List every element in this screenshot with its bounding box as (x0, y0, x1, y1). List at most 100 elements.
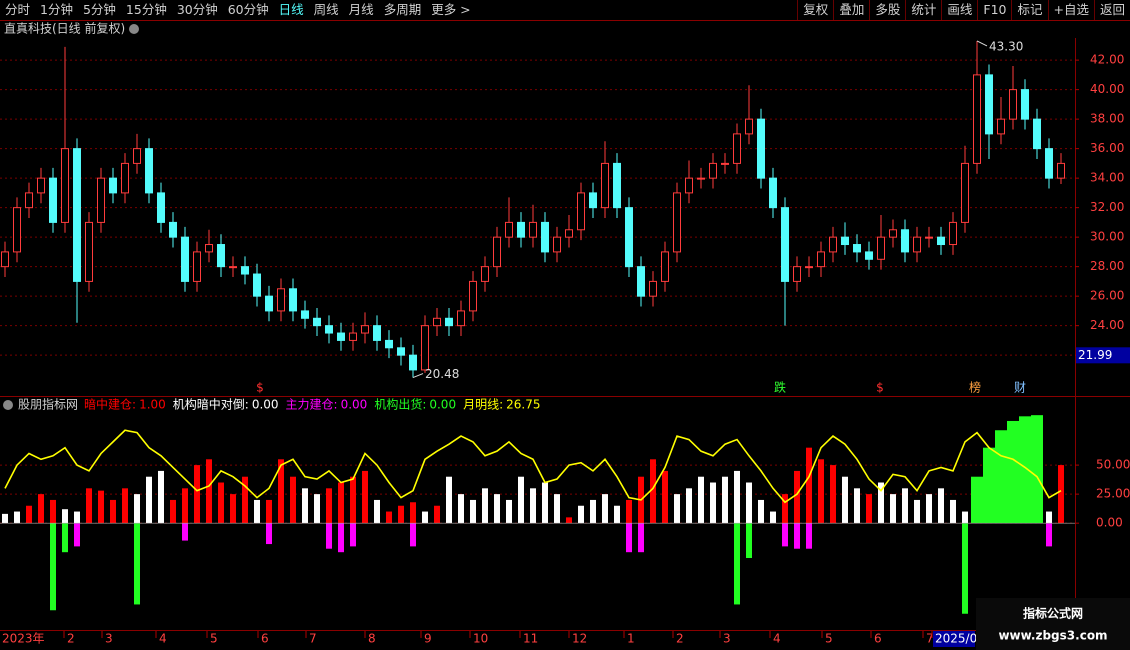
candle-body (97, 177, 105, 223)
candle-body (49, 177, 57, 223)
indicator-bar (734, 470, 740, 524)
period-tab[interactable]: 分时 (5, 2, 31, 17)
indicator-bar (242, 476, 248, 524)
tool-button[interactable]: 统计 (905, 0, 941, 20)
candle-body (505, 221, 513, 238)
y-tick-label: 28.00 (1090, 259, 1124, 273)
candle-body (949, 221, 957, 246)
candle-body (421, 325, 429, 371)
tool-button[interactable]: 叠加 (833, 0, 869, 20)
period-tab[interactable]: 更多 > (431, 2, 471, 17)
indicator-bar (566, 517, 572, 524)
indicator-bar (38, 494, 44, 524)
x-tick-label: 10 (473, 632, 488, 646)
y-tick-label: 34.00 (1090, 171, 1124, 185)
period-tab[interactable]: 60分钟 (227, 2, 269, 17)
tool-button[interactable]: +自选 (1047, 0, 1094, 20)
candle-body (361, 325, 369, 334)
watermark-box (976, 598, 1130, 650)
watermark-url: www.zbgs3.com (998, 629, 1107, 643)
period-tab[interactable]: 1分钟 (40, 2, 73, 17)
indicator-bar (458, 494, 464, 524)
y-tick-label: 32.00 (1090, 200, 1124, 214)
indicator-bar (14, 511, 20, 524)
indicator-bar (938, 488, 944, 524)
x-tick-label: 3 (105, 632, 113, 646)
candle-body (349, 332, 357, 341)
tool-button[interactable]: 复权 (797, 0, 833, 20)
indicator-bar (686, 488, 692, 524)
indicator-bar (62, 523, 68, 553)
indicator-bar (1046, 523, 1052, 547)
period-tab[interactable]: 月线 (348, 2, 374, 17)
indicator-bar (758, 499, 764, 524)
candle-body (277, 288, 285, 312)
indicator-bar (362, 470, 368, 524)
candle-body (829, 236, 837, 253)
indicator-bar (194, 465, 200, 524)
indicator-bar (134, 494, 140, 524)
candle-body (409, 354, 417, 371)
candle-body (901, 229, 909, 253)
period-tab[interactable]: 周线 (313, 2, 339, 17)
indicator-bar (710, 482, 716, 524)
y-tick-label: 38.00 (1090, 112, 1124, 126)
toolbar: 分时 1分钟 5分钟 15分钟 30分钟 60分钟 日线 周线 月线 多周期 更多 > 复权 叠加 多股统… (0, 0, 1130, 20)
indicator-bar (542, 482, 548, 524)
indicator-bar (950, 499, 956, 524)
tool-button[interactable]: 标记 (1011, 0, 1047, 20)
tool-button[interactable]: 画线 (941, 0, 977, 20)
indicator-bar (674, 494, 680, 524)
legend-text: 0.00 (429, 398, 456, 412)
indicator-bar (434, 505, 440, 524)
indicator-bar (650, 459, 656, 524)
tool-button[interactable]: F10 (977, 0, 1011, 20)
y-tick-label: 25.00 (1096, 487, 1130, 501)
legend-text: 机构暗中对倒: (173, 397, 249, 412)
legend-text: 0.00 (341, 398, 368, 412)
legend-text: 0.00 (252, 398, 279, 412)
candle-body (673, 192, 681, 253)
period-tab[interactable]: 15分钟 (125, 2, 167, 17)
period-tab[interactable]: 30分钟 (176, 2, 218, 17)
y-tick-label: 40.00 (1090, 82, 1124, 96)
candle-body (397, 347, 405, 356)
legend-text: 月明线: (463, 398, 503, 412)
candle-body (1033, 118, 1041, 150)
candle-body (853, 244, 861, 253)
candle-body (445, 317, 453, 327)
candle-body (169, 221, 177, 238)
tool-button[interactable]: 多股 (869, 0, 905, 20)
candle-body (289, 288, 297, 312)
period-tab[interactable]: 日线 (278, 2, 304, 17)
candle-body (733, 133, 741, 164)
candle-body (937, 236, 945, 246)
indicator-bar (254, 499, 260, 524)
candle-body (1021, 89, 1029, 120)
period-tab[interactable]: 多周期 (383, 2, 422, 17)
indicator-bar (722, 476, 728, 524)
period-tab[interactable]: 5分钟 (82, 2, 116, 17)
indicator-bar (338, 482, 344, 524)
candle-body (589, 192, 597, 209)
indicator-bar (626, 499, 632, 524)
indicator-bar (494, 494, 500, 524)
candle-body (133, 148, 141, 164)
indicator-bar (518, 476, 524, 524)
candle-body (301, 310, 309, 319)
indicator-bar (26, 505, 32, 524)
candle-body (997, 118, 1005, 135)
period-tabs: 分时 1分钟 5分钟 15分钟 30分钟 60分钟 日线 周线 月线 多周期 更多 > (0, 0, 476, 20)
y-tick-label: 42.00 (1090, 53, 1124, 67)
indicator-bar (386, 511, 392, 524)
candle-body (541, 221, 549, 253)
candle-body (253, 273, 261, 297)
candle-body (517, 221, 525, 238)
x-tick-label: 8 (368, 632, 376, 646)
event-icon: $ (256, 381, 264, 395)
x-tick-label: 4 (159, 632, 167, 646)
candle-body (181, 236, 189, 282)
tool-button[interactable]: 返回 (1093, 0, 1130, 20)
indicator-bar (230, 494, 236, 524)
indicator-bar (398, 505, 404, 524)
